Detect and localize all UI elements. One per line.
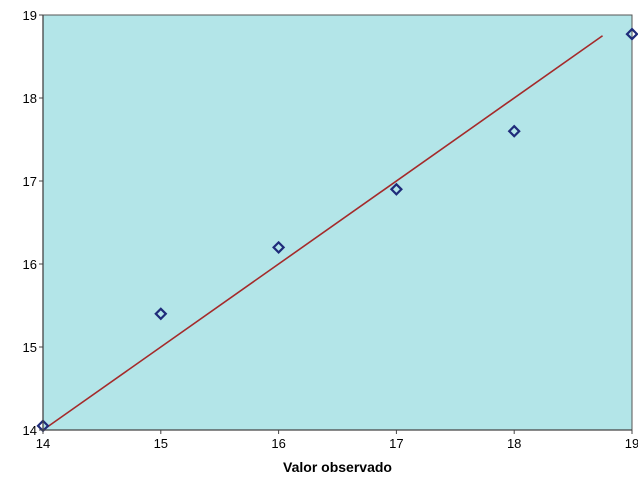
y-tick-label: 15 <box>23 340 37 355</box>
data-point <box>389 182 403 196</box>
x-axis-title: Valor observado <box>283 459 392 475</box>
data-point <box>272 240 286 254</box>
x-tick-label: 17 <box>389 436 403 451</box>
data-point <box>507 124 521 138</box>
y-tick-label: 17 <box>23 174 37 189</box>
x-tick-label: 14 <box>36 436 50 451</box>
reference-line <box>42 35 604 431</box>
y-tick-label: 18 <box>23 91 37 106</box>
data-point <box>154 307 168 321</box>
y-tick-label: 19 <box>23 8 37 23</box>
data-point <box>625 27 638 41</box>
y-tick-label: 16 <box>23 257 37 272</box>
x-tick-label: 18 <box>507 436 521 451</box>
x-tick-label: 19 <box>625 436 638 451</box>
x-tick-label: 16 <box>271 436 285 451</box>
x-tick-label: 15 <box>154 436 168 451</box>
y-tick-label: 14 <box>23 423 37 438</box>
